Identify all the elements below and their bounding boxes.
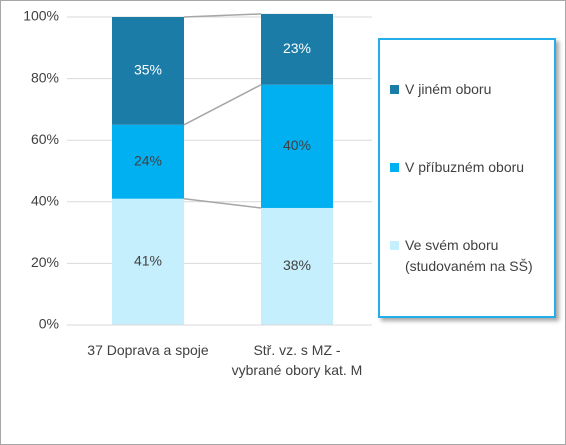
legend: V jiném oboru V příbuzném oboru Ve svém ob… [378, 38, 556, 318]
legend-label: V jiném oboru [405, 80, 492, 97]
legend-entry: V jiném oboru [386, 79, 548, 100]
x-tick-label: Stř. vz. s MZ - vybrané obory kat. M [231, 342, 363, 378]
value-label: 40% [283, 137, 311, 153]
bar-segment [261, 84, 333, 208]
value-label: 41% [134, 253, 162, 269]
series-line [183, 13, 262, 18]
value-label: 24% [134, 152, 162, 168]
y-tick-label: 80% [31, 69, 59, 85]
legend-swatch [390, 241, 399, 251]
legend-label: Ve svém oboru (studovaném na SŠ) [405, 237, 533, 275]
bar-segment [261, 13, 333, 85]
value-label: 35% [134, 62, 162, 78]
y-tick-label: 100% [23, 8, 59, 24]
legend-label: V příbuzném oboru [405, 158, 525, 175]
bar-segment [112, 198, 184, 325]
legend-swatch [390, 84, 399, 94]
series-line [183, 197, 262, 209]
series-line [183, 84, 262, 126]
legend-entry: V příbuzném oboru [386, 157, 548, 178]
y-tick-label: 0% [39, 316, 59, 332]
y-tick-label: 40% [31, 193, 59, 209]
y-tick-label: 20% [31, 254, 59, 270]
legend-swatch [390, 162, 399, 172]
value-label: 23% [283, 40, 311, 56]
y-tick-label: 60% [31, 131, 59, 147]
bar-segment [261, 207, 333, 325]
bar-segment [112, 17, 184, 125]
x-tick-label: 37 Doprava a spoje [87, 342, 209, 358]
bar-segment [112, 124, 184, 199]
legend-entry: Ve svém oboru (studovaném na SŠ) [386, 235, 548, 277]
value-label: 38% [283, 257, 311, 273]
